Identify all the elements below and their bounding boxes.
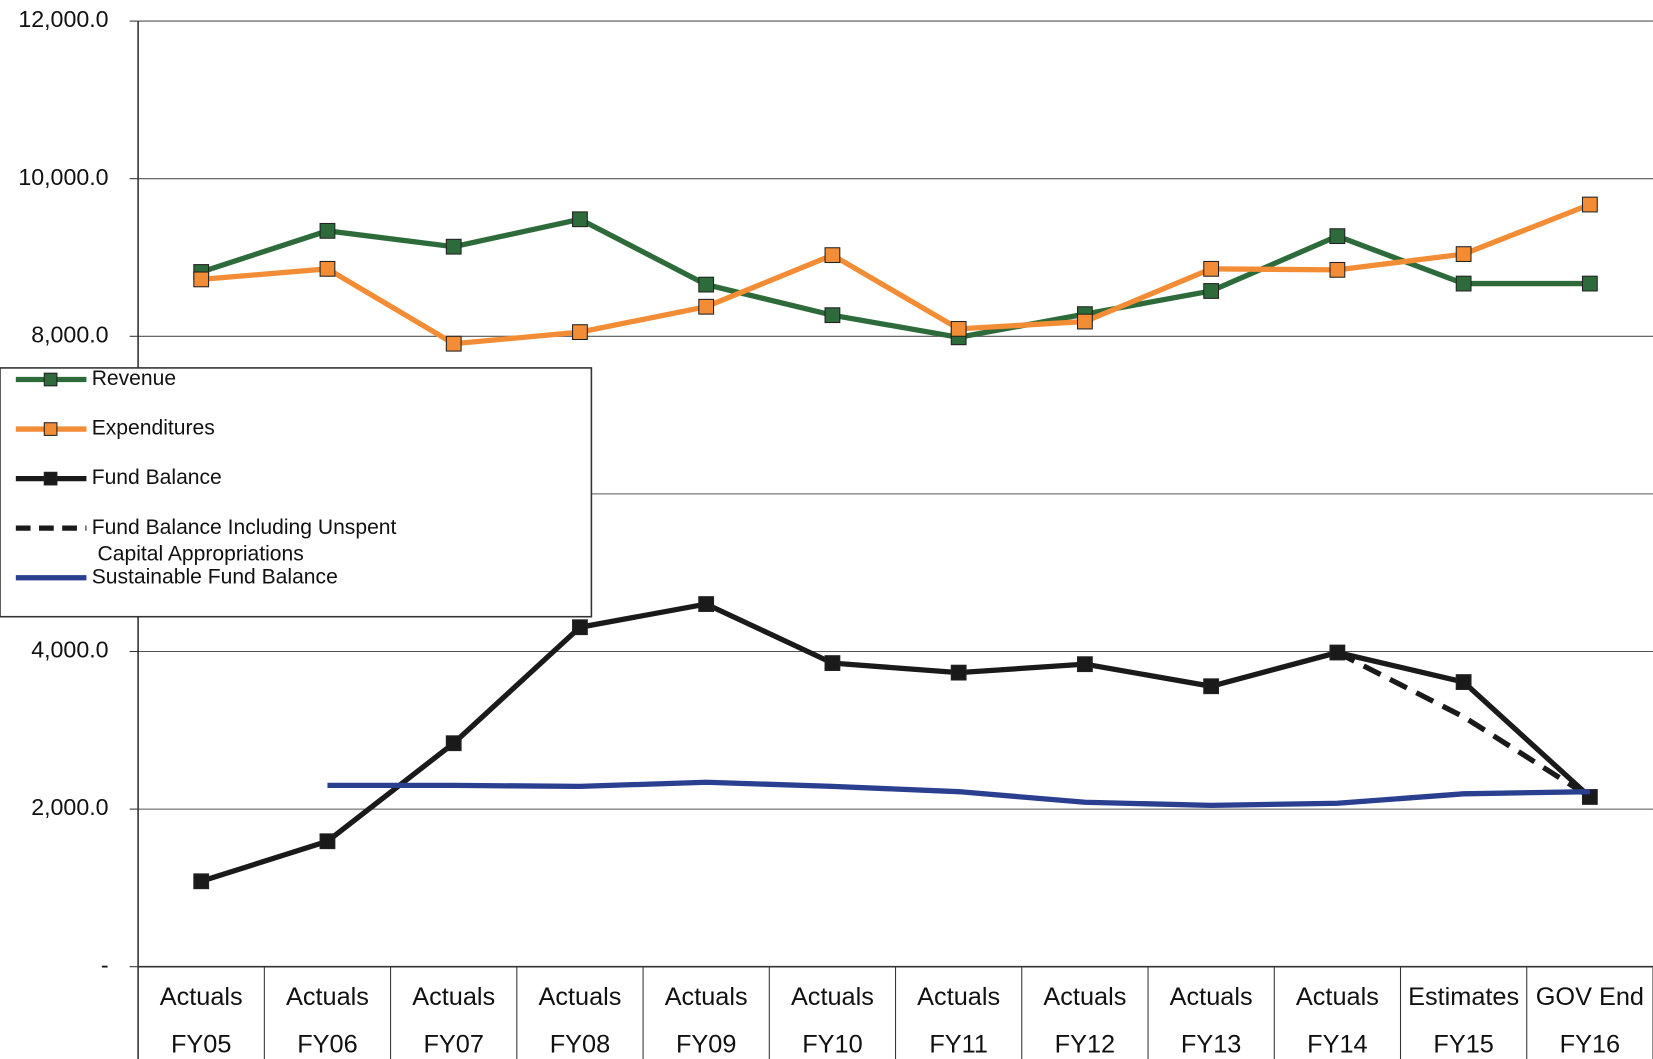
x-tick-label: FY14 [1307, 1030, 1367, 1058]
y-tick-label: 2,000.0 [31, 794, 108, 820]
y-tick-label: - [101, 952, 109, 978]
x-tick-label: FY16 [1560, 1030, 1620, 1058]
point-marker [1076, 313, 1093, 330]
point-marker [824, 307, 841, 324]
series-line [200, 601, 1592, 884]
x-tick-label: Actuals [412, 983, 495, 1011]
plot: -2,000.04,000.06,000.08,000.010,000.012,… [0, 6, 1653, 1059]
x-tick-label: Actuals [917, 983, 1000, 1011]
point-marker [698, 276, 715, 293]
legend-label: Fund Balance Including Unspent Capital A… [92, 516, 397, 565]
point-marker [1455, 674, 1472, 690]
point-marker [1329, 228, 1346, 245]
legend-label: Expenditures [92, 417, 215, 440]
series-line [1336, 650, 1592, 800]
point-marker [1203, 678, 1220, 695]
legend: Revenue Expenditures Fund Balance Fund Bala… [0, 367, 593, 618]
x-tick-label: Actuals [1043, 983, 1126, 1011]
x-tick-label: FY07 [423, 1030, 483, 1058]
x-tick-label: FY09 [676, 1030, 736, 1058]
x-tick-label: FY10 [802, 1030, 862, 1058]
y-tick-label: 12,000.0 [18, 6, 108, 32]
y-tick-label: 4,000.0 [31, 637, 108, 663]
x-tick-label: Estimates [1408, 983, 1519, 1011]
point-marker [572, 211, 588, 228]
x-tick-label: FY12 [1055, 1030, 1115, 1058]
point-marker [1329, 261, 1346, 278]
x-tick-label: Actuals [665, 983, 748, 1011]
point-marker [193, 873, 210, 890]
legend-marker [43, 471, 58, 486]
point-marker [319, 222, 336, 239]
point-marker [698, 596, 715, 612]
point-marker [445, 735, 462, 752]
point-marker [1203, 283, 1220, 299]
point-marker [1581, 196, 1598, 213]
legend-marker [43, 372, 58, 387]
legend-label: Sustainable Fund Balance [92, 565, 338, 588]
legend-box [0, 367, 593, 618]
x-tick-label: FY15 [1433, 1030, 1493, 1058]
x-tick-label: FY13 [1181, 1030, 1241, 1058]
point-marker [1455, 246, 1472, 263]
x-tick-label: Actuals [160, 983, 243, 1011]
point-marker [445, 238, 462, 255]
legend-label: Fund Balance [92, 466, 222, 489]
x-tick-label: FY08 [550, 1030, 610, 1058]
series-line [327, 779, 1590, 809]
series-line [201, 202, 1591, 347]
x-tick-label: Actuals [791, 983, 874, 1011]
point-marker [950, 664, 967, 681]
point-marker [319, 833, 336, 850]
y-tick-label: 10,000.0 [18, 164, 108, 190]
point-marker [1455, 275, 1472, 292]
point-marker [1076, 656, 1093, 673]
x-tick-label: Actuals [1170, 983, 1253, 1011]
point-marker [824, 247, 841, 264]
point-marker [698, 298, 715, 315]
point-marker [445, 335, 462, 352]
x-tick-label: GOV End [1536, 983, 1644, 1011]
point-marker [950, 320, 967, 337]
point-marker [572, 619, 588, 636]
legend-marker [43, 422, 58, 436]
x-tick-label: FY05 [171, 1030, 231, 1058]
y-tick-label: 8,000.0 [31, 321, 108, 347]
x-tick-label: Actuals [1296, 983, 1379, 1011]
point-marker [824, 655, 841, 671]
series-line [200, 216, 1590, 340]
x-tick-label: FY11 [929, 1030, 988, 1058]
x-tick-label: Actuals [538, 983, 621, 1011]
point-marker [319, 260, 336, 277]
point-marker [572, 324, 588, 341]
legend-label: Revenue [92, 367, 176, 390]
x-tick-label: Actuals [286, 983, 369, 1011]
point-marker [1203, 260, 1220, 277]
x-tick-label: FY06 [297, 1030, 357, 1058]
point-marker [193, 271, 210, 288]
point-marker [1581, 275, 1598, 292]
